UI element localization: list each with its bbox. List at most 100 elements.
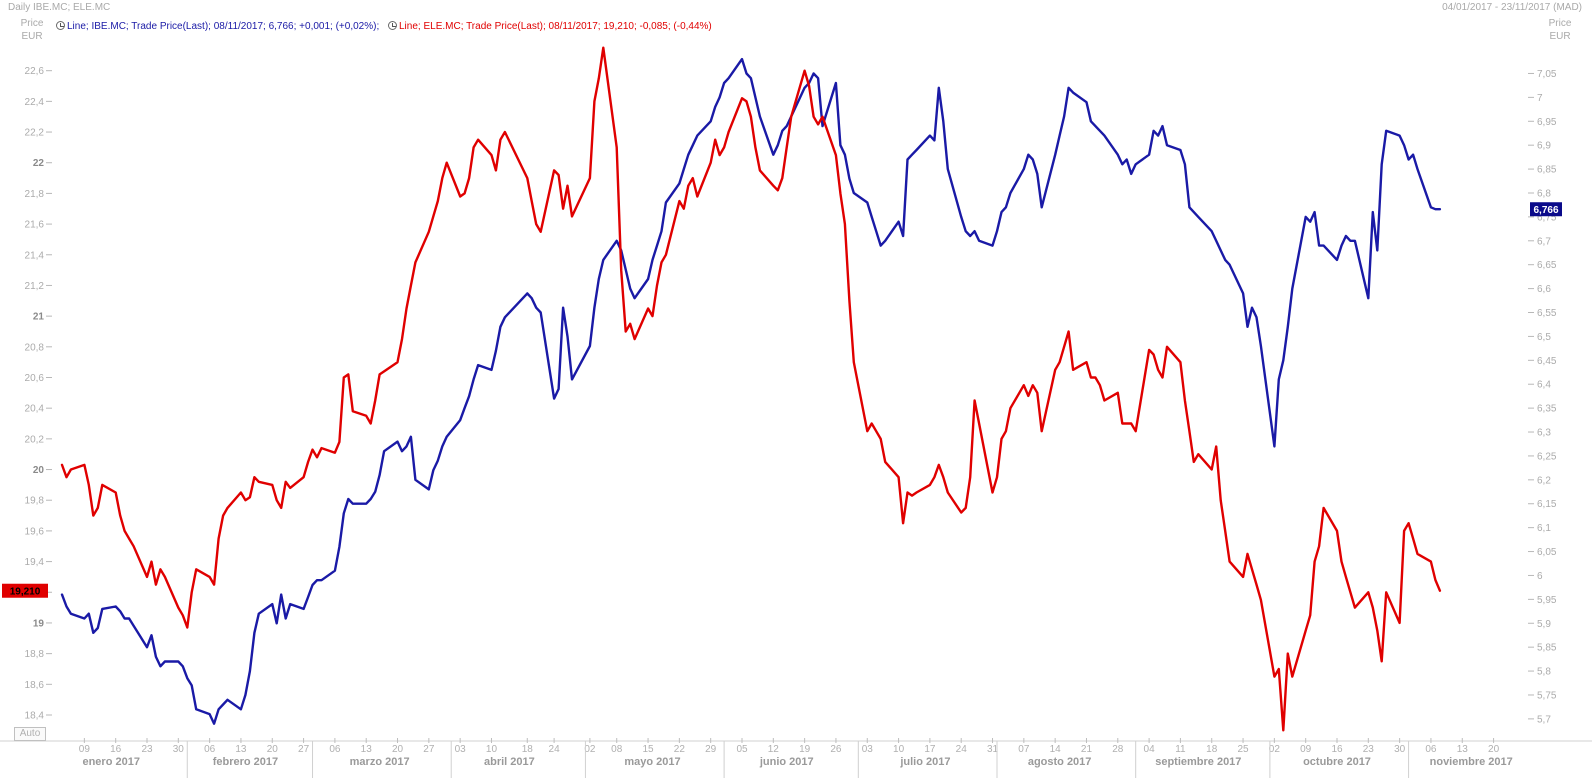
x-axis-tick-label: 03 [455, 744, 467, 755]
x-axis-tick-label: 13 [361, 744, 373, 755]
x-axis-month-label: julio 2017 [899, 756, 950, 768]
x-axis-tick-label: 26 [830, 744, 842, 755]
left-axis-tick-label: 19,8 [25, 496, 45, 507]
right-axis-tick-label: 5,8 [1537, 667, 1551, 678]
clock-icon [56, 21, 65, 30]
x-axis-tick-label: 19 [799, 744, 811, 755]
right-axis-tick-label: 6,05 [1537, 547, 1557, 558]
right-axis-tick-label: 7 [1537, 93, 1543, 104]
left-axis-tick-label: 18,8 [25, 649, 45, 660]
x-axis-month-label: mayo 2017 [624, 756, 680, 768]
x-axis-tick-label: 25 [1237, 744, 1249, 755]
left-axis-tick-label: 21,4 [25, 250, 45, 261]
right-axis-tick-label: 6,7 [1537, 236, 1551, 247]
left-axis-tick-label: 21,6 [25, 220, 45, 231]
left-axis-tick-label: 18,6 [25, 680, 45, 691]
right-axis-tick-label: 6,25 [1537, 451, 1557, 462]
x-axis-tick-label: 08 [611, 744, 623, 755]
left-axis-tick-label: 21 [33, 312, 45, 323]
series-line-ele-mc [60, 46, 1442, 732]
left-axis-tick-label: 21,8 [25, 189, 45, 200]
x-axis-tick-label: 20 [392, 744, 404, 755]
right-axis-tick-label: 6,55 [1537, 308, 1557, 319]
right-axis-tick-label: 6,85 [1537, 165, 1557, 176]
right-axis-tick-label: 6,75 [1537, 212, 1557, 223]
x-axis-month-label: junio 2017 [759, 756, 814, 768]
x-axis-month-label: febrero 2017 [213, 756, 278, 768]
x-axis-tick-label: 31 [987, 744, 999, 755]
right-axis-tick-label: 5,7 [1537, 714, 1551, 725]
x-axis-month-label: septiembre 2017 [1155, 756, 1241, 768]
x-axis-tick-label: 20 [1488, 744, 1500, 755]
left-axis-tick-label: 22 [33, 158, 45, 169]
x-axis-tick-label: 28 [1112, 744, 1124, 755]
x-axis-tick-label: 03 [862, 744, 874, 755]
left-axis-tick-label: 22,2 [25, 128, 45, 139]
right-axis-tick-label: 6,35 [1537, 404, 1557, 415]
right-axis-tick-label: 6,5 [1537, 332, 1551, 343]
left-axis-tick-label: 22,6 [25, 66, 45, 77]
x-axis-tick-label: 24 [549, 744, 561, 755]
last-value-label: 19,210 [10, 587, 41, 598]
x-axis-tick-label: 20 [267, 744, 279, 755]
left-axis-tick-label: 20,8 [25, 342, 45, 353]
right-axis-tick-label: 5,75 [1537, 690, 1557, 701]
x-axis-tick-label: 27 [298, 744, 310, 755]
x-axis-tick-label: 16 [110, 744, 122, 755]
series-line-ibe-mc [60, 57, 1442, 725]
x-axis-tick-label: 04 [1144, 744, 1156, 755]
x-axis-tick-label: 06 [329, 744, 341, 755]
auto-scale-button[interactable]: Auto [14, 727, 46, 741]
x-axis-tick-label: 15 [642, 744, 654, 755]
x-axis-tick-label: 09 [1300, 744, 1312, 755]
left-axis-tick-label: 19,6 [25, 526, 45, 537]
x-axis-tick-label: 14 [1050, 744, 1062, 755]
last-value-badge-ele-mc [2, 583, 48, 598]
right-axis-tick-label: 6,65 [1537, 260, 1557, 271]
x-axis-tick-label: 13 [1457, 744, 1469, 755]
chart-title: Daily IBE.MC; ELE.MC [8, 2, 111, 13]
right-axis-tick-label: 5,95 [1537, 595, 1557, 606]
x-axis-tick-label: 13 [235, 744, 247, 755]
x-axis-month-label: abril 2017 [484, 756, 535, 768]
left-axis-tick-label: 20,2 [25, 434, 45, 445]
x-axis-tick-label: 06 [1425, 744, 1437, 755]
x-axis-tick-label: 22 [674, 744, 686, 755]
last-value-label: 6,766 [1533, 205, 1558, 216]
right-axis-tick-label: 6,6 [1537, 284, 1551, 295]
x-axis-tick-label: 10 [486, 744, 498, 755]
left-axis-tick-label: 20 [33, 465, 45, 476]
right-axis-tick-label: 6,9 [1537, 141, 1551, 152]
right-axis-tick-label: 6,45 [1537, 356, 1557, 367]
clock-icon [388, 21, 397, 30]
x-axis-month-label: noviembre 2017 [1430, 756, 1513, 768]
x-axis-month-label: marzo 2017 [350, 756, 410, 768]
left-axis-tick-label: 19,4 [25, 557, 45, 568]
left-axis-tick-label: 22,4 [25, 97, 45, 108]
legend: Line; IBE.MC; Trade Price(Last); 08/11/2… [56, 20, 718, 32]
right-axis-tick-label: 7,05 [1537, 69, 1557, 80]
right-axis-tick-label: 6 [1537, 571, 1543, 582]
right-axis-tick-label: 5,85 [1537, 643, 1557, 654]
right-axis-unit: Price EUR [1548, 18, 1572, 42]
right-axis-tick-label: 6,3 [1537, 428, 1551, 439]
left-axis-tick-label: 19 [33, 618, 45, 629]
right-axis-tick-label: 6,95 [1537, 117, 1557, 128]
x-axis-tick-label: 12 [768, 744, 780, 755]
x-axis-tick-label: 30 [1394, 744, 1406, 755]
x-axis-tick-label: 07 [1018, 744, 1030, 755]
x-axis-tick-label: 11 [1175, 744, 1186, 755]
legend-item-ele[interactable]: Line; ELE.MC; Trade Price(Last); 08/11/2… [388, 20, 712, 32]
right-axis-tick-label: 5,9 [1537, 619, 1551, 630]
legend-item-ibe[interactable]: Line; IBE.MC; Trade Price(Last); 08/11/2… [56, 20, 379, 32]
x-axis-tick-label: 23 [141, 744, 153, 755]
legend-label-ibe: Line; IBE.MC; Trade Price(Last); 08/11/2… [67, 21, 380, 32]
x-axis-tick-label: 18 [522, 744, 534, 755]
x-axis-tick-label: 17 [924, 744, 936, 755]
x-axis-tick-label: 16 [1331, 744, 1343, 755]
right-axis-tick-label: 6,15 [1537, 499, 1557, 510]
x-axis-month-label: agosto 2017 [1028, 756, 1092, 768]
right-axis-tick-label: 6,1 [1537, 523, 1551, 534]
